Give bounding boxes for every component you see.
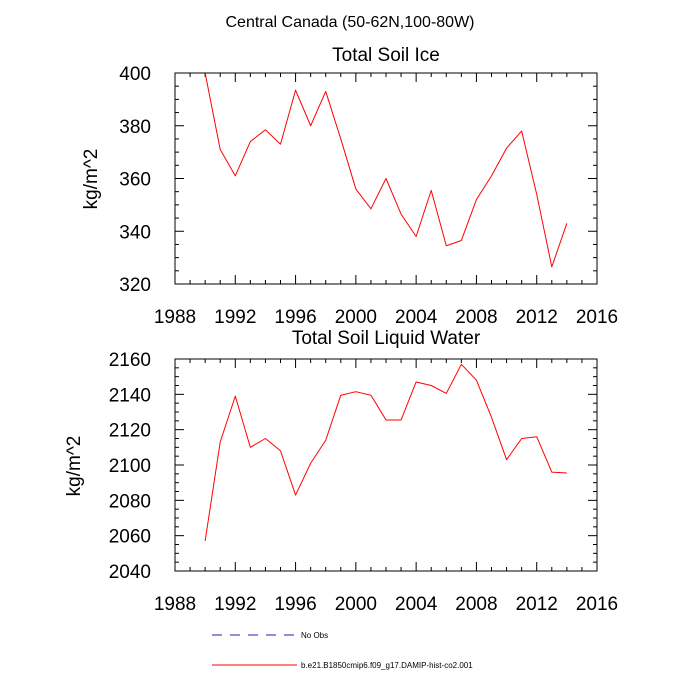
y-axis-label: kg/m^2 [64,436,85,497]
y-tick-label: 2060 [109,527,151,548]
y-tick-label: 2160 [109,350,151,371]
panel-total-soil-liquid-water: Total Soil Liquid Water kg/m^2 1988 1992 1… [64,328,618,615]
y-tick-label: 2140 [109,385,151,406]
x-tick-label: 2016 [576,594,618,615]
x-tick-label: 1996 [274,307,316,328]
x-tick-label: 1992 [214,307,256,328]
x-tick-label: 2012 [516,594,558,615]
x-tick-label: 1992 [214,594,256,615]
y-tick-label: 340 [119,222,151,243]
y-tick-label: 400 [119,64,151,85]
series-group [204,72,568,268]
x-tick-label: 2008 [455,307,497,328]
series-line [204,72,568,268]
x-tick-label: 2000 [335,594,377,615]
legend-label-no-obs: No Obs [301,631,328,640]
plot-frame [174,358,598,572]
x-tick-label: 2004 [395,307,438,328]
legend-label-model: b.e21.B1850cmip6.f09_g17.DAMIP-hist-co2.… [301,661,473,670]
y-tick-label: 380 [119,117,151,138]
legend: No Obs b.e21.B1850cmip6.f09_g17.DAMIP-hi… [212,631,473,670]
y-tick-label: 2120 [109,421,151,442]
y-axis-label: kg/m^2 [81,149,102,210]
panel-title: Total Soil Liquid Water [292,328,481,349]
panel-title: Total Soil Ice [332,45,440,66]
x-tick-label: 1988 [154,594,196,615]
series-group [204,363,567,542]
y-tick-label: 2080 [109,491,151,512]
panel-total-soil-ice: Total Soil Ice kg/m^2 1988 1992 1996 2000 20… [81,45,618,328]
x-tick-label: 2004 [395,594,438,615]
x-tick-label: 2012 [516,307,558,328]
tick-group: 1988 1992 1996 2000 2004 2008 2012 2016 2040 2060… [109,350,618,615]
tick-group: 1988 1992 1996 2000 2004 2008 2012 2016 320 340 36… [119,64,618,328]
plot-frame [174,72,598,285]
x-tick-label: 2008 [455,594,497,615]
y-tick-label: 2100 [109,456,151,477]
figure-title: Central Canada (50-62N,100-80W) [225,14,474,31]
x-tick-label: 1988 [154,307,196,328]
series-line [204,363,567,542]
x-tick-label: 2016 [576,307,618,328]
x-tick-label: 2000 [335,307,377,328]
y-tick-label: 360 [119,170,151,191]
y-tick-label: 320 [119,275,151,296]
y-tick-label: 2040 [109,562,151,583]
x-tick-label: 1996 [274,594,316,615]
